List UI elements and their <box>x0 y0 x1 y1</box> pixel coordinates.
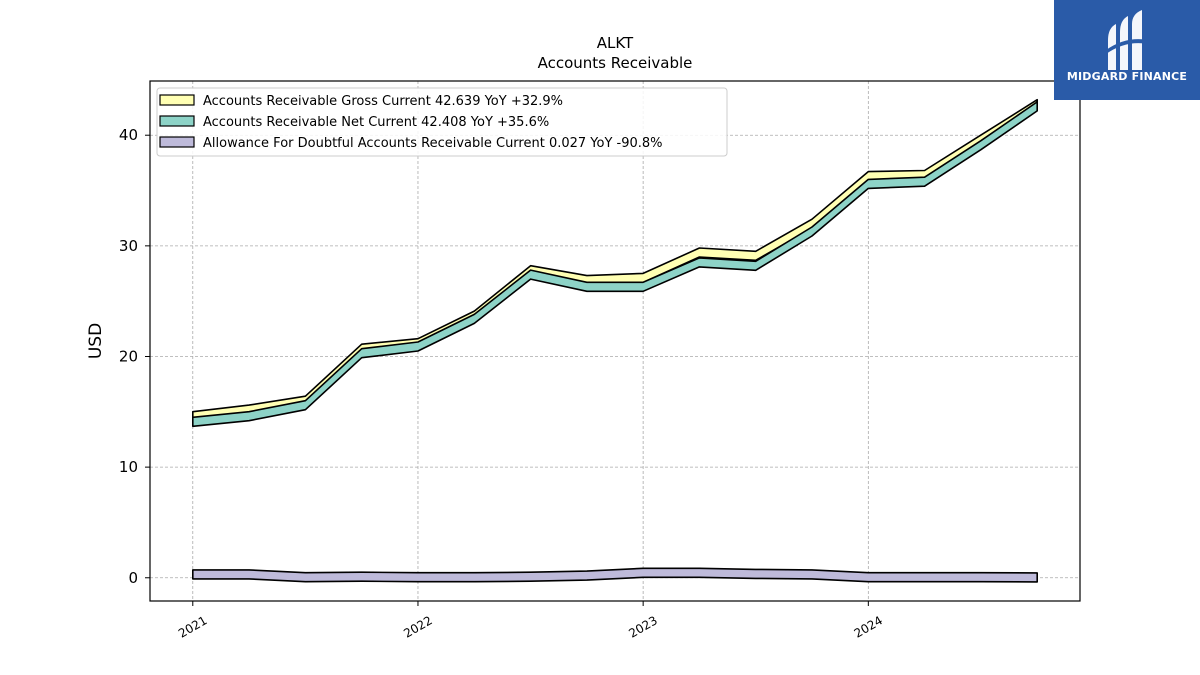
legend-swatch <box>159 94 195 106</box>
x-tick-label: 2024 <box>852 613 885 640</box>
y-axis-ticks: 0 10 20 30 40 <box>119 126 150 587</box>
brand-logo-badge: MIDGARD FINANCE <box>1054 0 1200 100</box>
series-area-3 <box>192 567 1038 583</box>
brand-name: MIDGARD FINANCE <box>1066 70 1188 83</box>
legend-box <box>156 87 728 157</box>
chart-title: ALKT <box>597 34 634 52</box>
midgard-logo-icon <box>1106 10 1148 70</box>
y-axis-label: USD <box>86 323 106 359</box>
y-tick-label: 20 <box>119 347 138 365</box>
legend-label: Accounts Receivable Gross Current 42.639… <box>203 94 563 109</box>
x-tick-label: 2021 <box>176 613 209 640</box>
y-tick-label: 10 <box>119 458 138 476</box>
y-tick-label: 40 <box>119 126 138 144</box>
x-axis-ticks: 2021 2022 2023 2024 <box>176 601 885 641</box>
y-tick-label: 0 <box>128 569 138 587</box>
x-tick-label: 2022 <box>401 613 434 640</box>
y-tick-label: 30 <box>119 237 138 255</box>
legend-swatch <box>159 115 195 127</box>
data-areas <box>192 98 1038 583</box>
grid <box>150 81 1080 601</box>
chart-subtitle: Accounts Receivable <box>538 54 693 72</box>
series-area-2 <box>192 101 1038 428</box>
legend-label: Accounts Receivable Net Current 42.408 Y… <box>203 115 549 130</box>
legend-swatch <box>159 136 195 148</box>
legend-label: Allowance For Doubtful Accounts Receivab… <box>203 136 663 151</box>
x-tick-label: 2023 <box>626 613 659 640</box>
legend: Accounts Receivable Gross Current 42.639… <box>156 87 728 157</box>
plot-frame <box>149 80 1081 602</box>
